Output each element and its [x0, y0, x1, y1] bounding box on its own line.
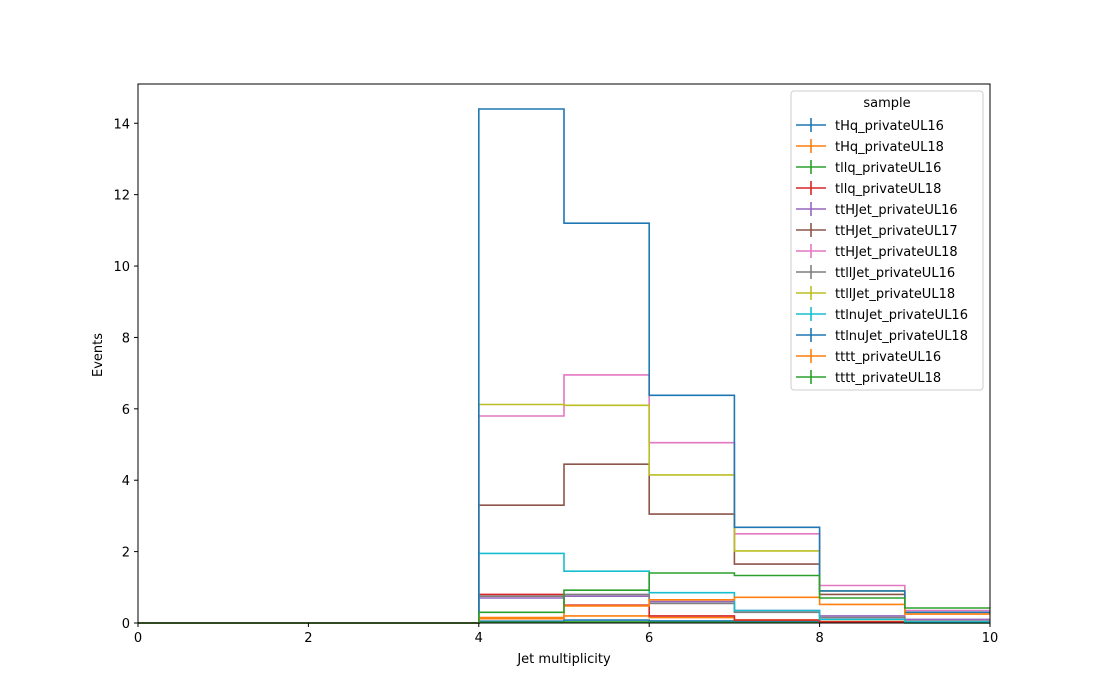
legend-label: ttHJet_privateUL16 — [835, 203, 958, 218]
y-tick-label: 4 — [122, 474, 130, 489]
legend-entries: tHq_privateUL16 tHq_privateUL18 tllq_priva… — [796, 118, 968, 386]
legend-label: ttHJet_privateUL17 — [835, 224, 958, 239]
legend-label: ttlnuJet_privateUL18 — [835, 329, 968, 344]
legend-label: ttllJet_privateUL16 — [835, 266, 955, 281]
legend-entry-tHq_privateUL16: tHq_privateUL16 — [796, 118, 944, 134]
y-tick-label: 14 — [113, 117, 130, 132]
legend-label: ttHJet_privateUL18 — [835, 245, 958, 260]
legend-label: tttt_privateUL18 — [835, 371, 941, 386]
legend-label: ttlnuJet_privateUL16 — [835, 308, 968, 323]
legend: sample tHq_privateUL16 tHq_privateUL18tll… — [790, 90, 984, 391]
y-tick-label: 2 — [122, 546, 130, 561]
legend-label: ttllJet_privateUL18 — [835, 287, 955, 302]
legend-title: sample — [863, 96, 910, 111]
x-tick-label: 4 — [475, 631, 483, 646]
x-tick-label: 6 — [645, 631, 653, 646]
legend-entry-tllq_privateUL16: tllq_privateUL16 — [796, 160, 941, 176]
y-axis-label: Events — [91, 333, 106, 377]
x-tick-label: 0 — [134, 631, 142, 646]
legend-entry-ttllJet_privateUL16: ttllJet_privateUL16 — [796, 265, 955, 281]
y-tick-label: 6 — [122, 403, 130, 418]
legend-entry-ttllJet_privateUL18: ttllJet_privateUL18 — [796, 286, 955, 302]
x-tick-label: 8 — [815, 631, 823, 646]
y-tick-label: 8 — [122, 331, 130, 346]
legend-box — [790, 90, 984, 391]
legend-entry-ttHJet_privateUL18: ttHJet_privateUL18 — [796, 244, 958, 260]
x-axis: 0 2 4 6 8 10 — [134, 623, 998, 646]
y-tick-label: 0 — [122, 617, 130, 632]
x-tick-label: 10 — [982, 631, 999, 646]
legend-label: tttt_privateUL16 — [835, 350, 941, 365]
legend-entry-ttlnuJet_privateUL18: ttlnuJet_privateUL18 — [796, 328, 968, 344]
legend-entry-ttlnuJet_privateUL16: ttlnuJet_privateUL16 — [796, 307, 968, 323]
legend-entry-tttt_privateUL18: tttt_privateUL18 — [796, 370, 941, 386]
legend-label: tHq_privateUL16 — [835, 119, 944, 134]
legend-label: tllq_privateUL16 — [835, 161, 941, 176]
legend-entry-ttHJet_privateUL16: ttHJet_privateUL16 — [796, 202, 958, 218]
legend-entry-tttt_privateUL16: tttt_privateUL16 — [796, 349, 941, 365]
x-tick-label: 2 — [304, 631, 312, 646]
y-tick-label: 12 — [113, 189, 130, 204]
legend-label: tllq_privateUL18 — [835, 182, 941, 197]
legend-entry-ttHJet_privateUL17: ttHJet_privateUL17 — [796, 223, 958, 239]
legend-entry-tllq_privateUL18: tllq_privateUL18 — [796, 181, 941, 197]
y-tick-label: 10 — [113, 260, 130, 275]
y-axis: 0 2 4 6 8 10 12 14 — [113, 117, 138, 632]
axes-frame — [137, 83, 991, 624]
x-axis-label: Jet multiplicity — [516, 652, 611, 667]
legend-label: tHq_privateUL18 — [835, 140, 944, 155]
legend-entry-tHq_privateUL18: tHq_privateUL18 — [796, 139, 944, 155]
